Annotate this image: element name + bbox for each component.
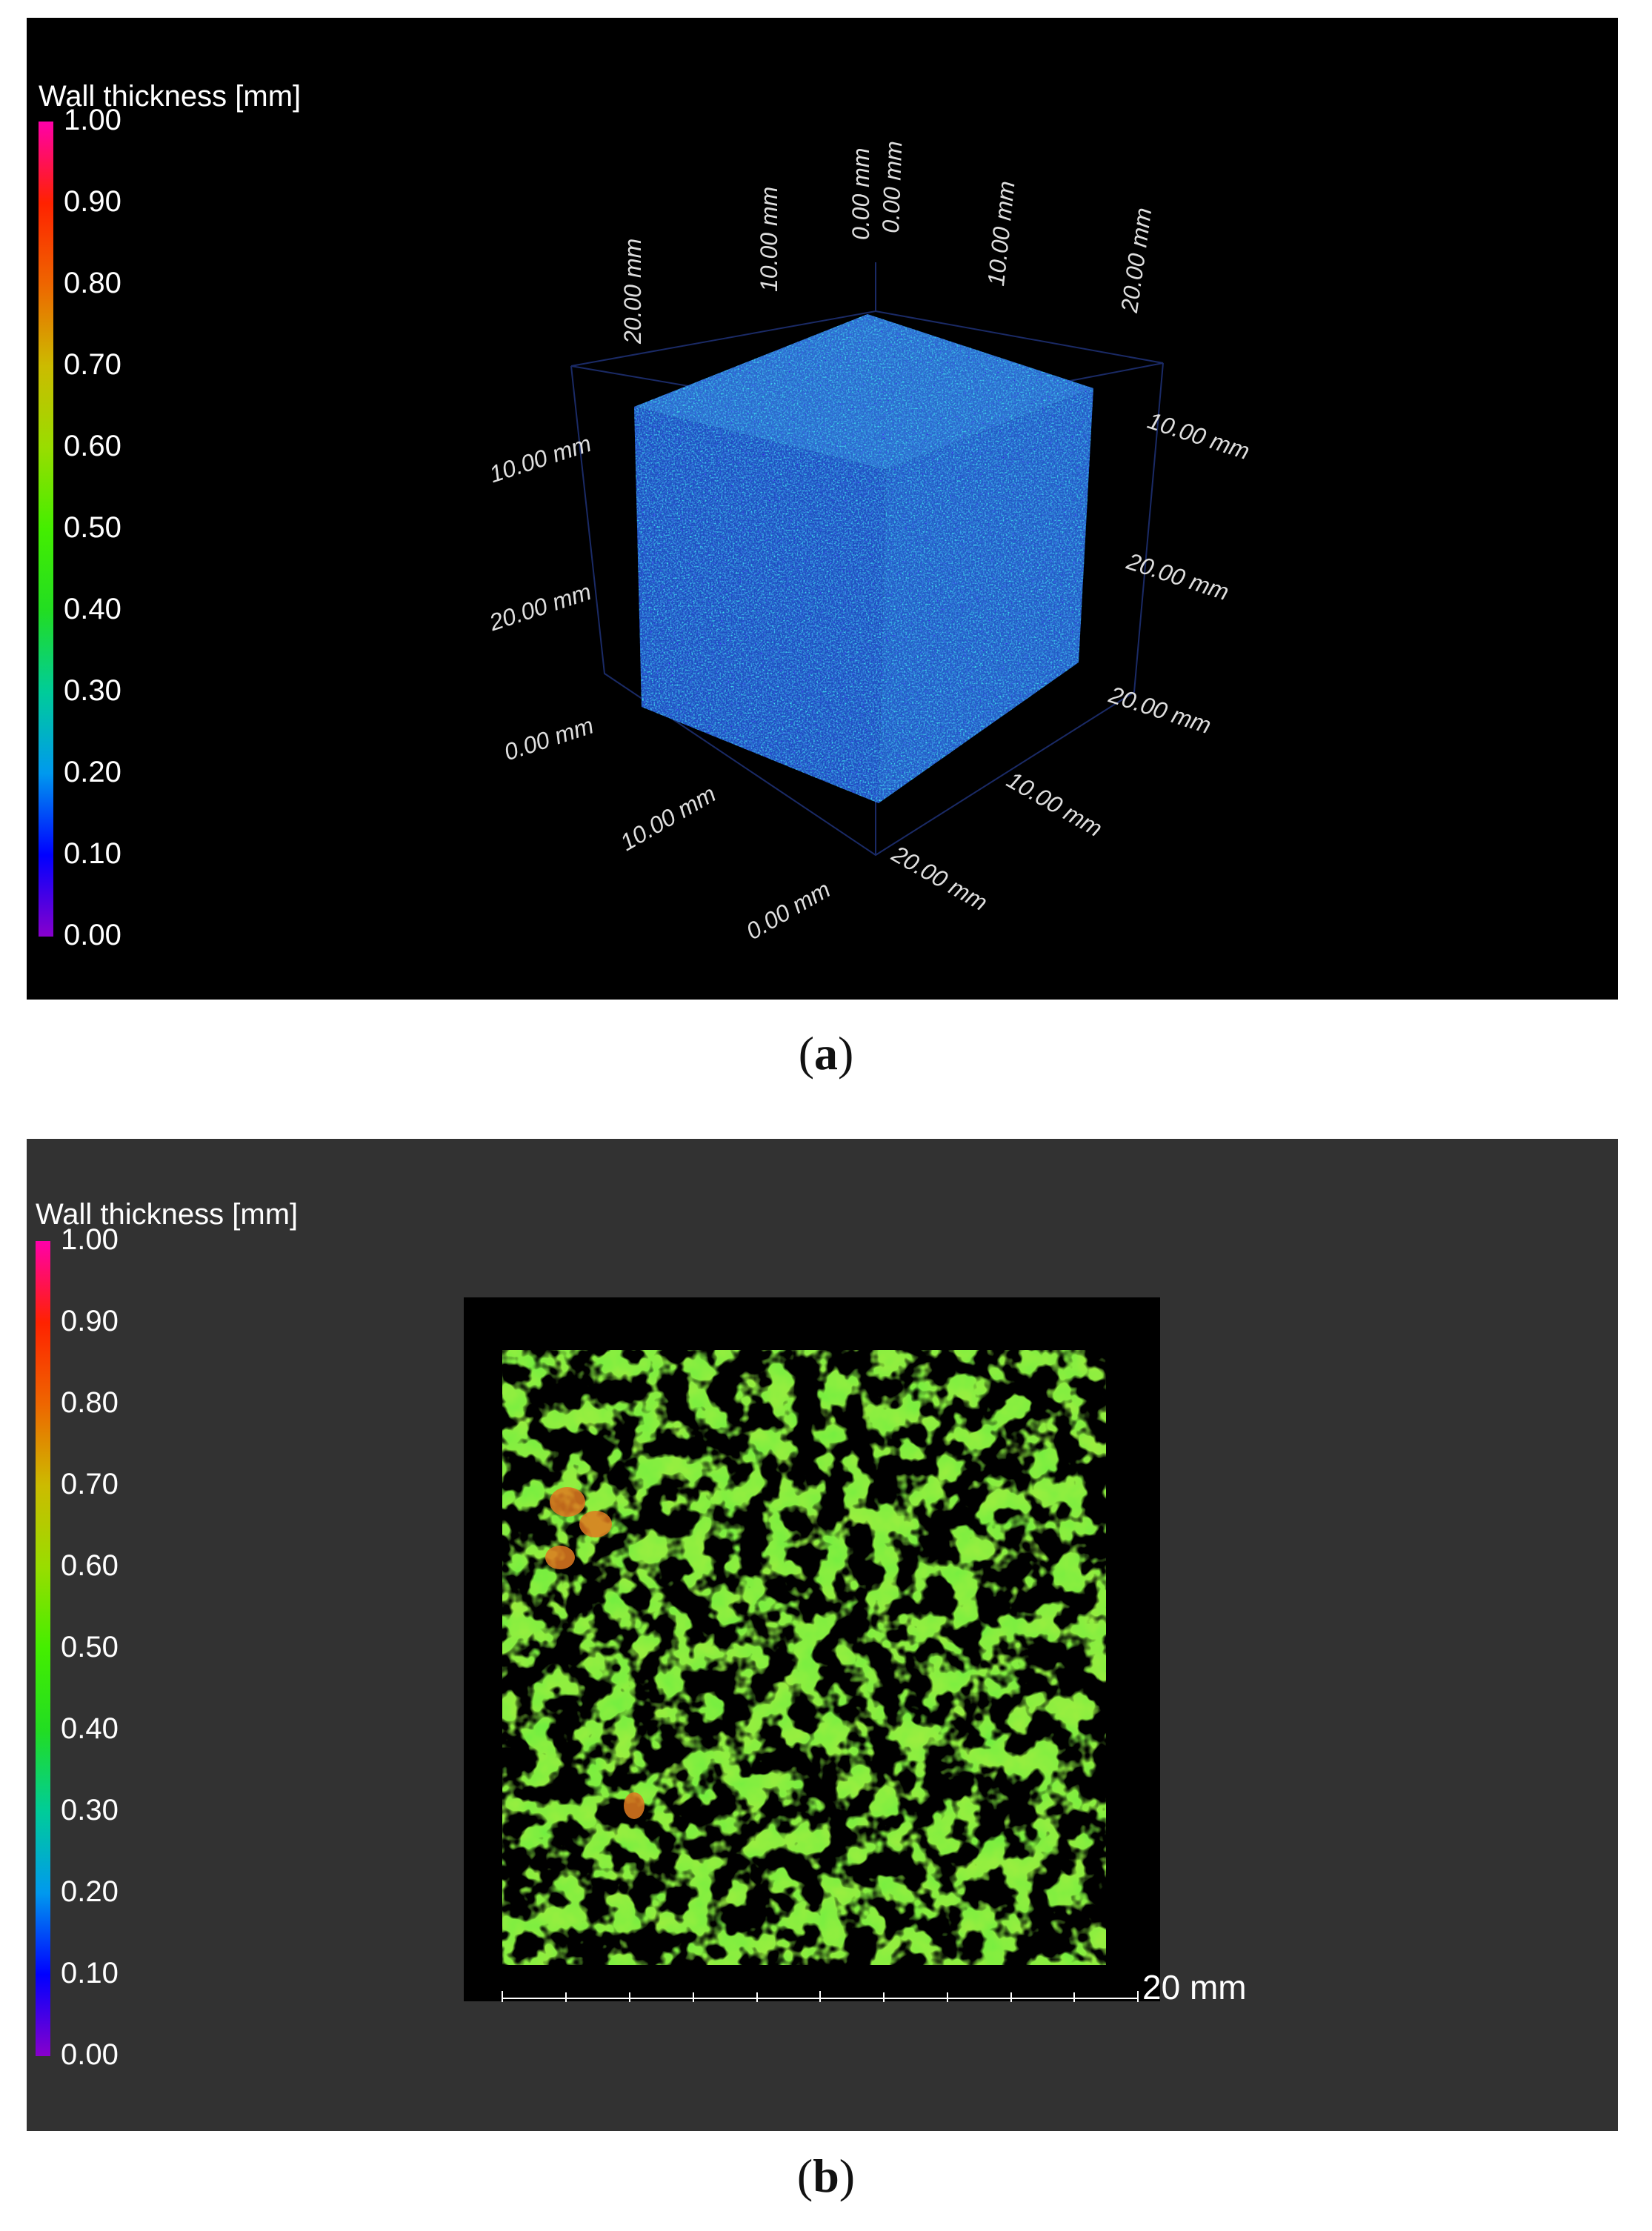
legend-tick-label: 0.40 [64, 593, 121, 625]
caption-a: (a) [798, 1027, 854, 1080]
legend-tick-label: 0.10 [64, 837, 121, 870]
legend-tick-label: 0.20 [64, 756, 121, 788]
legend-tick-label: 0.20 [61, 1875, 119, 1908]
legend-tick-label: 0.00 [64, 919, 121, 951]
legend-tick-label: 0.00 [61, 2038, 119, 2071]
legend-title: Wall thickness [mm] [39, 80, 302, 113]
legend-color-bar [39, 122, 53, 937]
foam-cube-render [570, 262, 1164, 857]
legend-tick-label: 0.50 [61, 1631, 119, 1663]
legend-tick-label: 0.60 [64, 430, 121, 462]
legend-color-bar [36, 1241, 50, 2056]
legend-title: Wall thickness [mm] [36, 1198, 299, 1231]
legend-tick-label: 1.00 [64, 104, 121, 136]
legend-tick-label: 0.80 [61, 1386, 119, 1419]
panel-a-3d-view: Wall thickness [mm] 1.00 0.90 0.80 0.70 0.60… [27, 18, 1618, 1000]
legend-tick-label: 0.30 [64, 674, 121, 707]
legend-tick-label: 0.40 [61, 1712, 119, 1745]
cube-body [634, 314, 1093, 803]
legend-tick-label: 0.50 [64, 511, 121, 544]
legend-tick-label: 0.30 [61, 1794, 119, 1826]
panel-b-slice-view: Wall thickness [mm] 1.00 0.90 0.80 0.70 0.60… [27, 1139, 1618, 2131]
scale-bar-label: 20 mm [1142, 1968, 1247, 2006]
legend-tick-label: 0.80 [64, 267, 121, 299]
axis-label: 20.00 mm [619, 238, 646, 344]
axis-label: 0.00 mm [877, 140, 907, 234]
legend-tick-label: 0.70 [61, 1468, 119, 1500]
legend-tick-label: 0.70 [64, 348, 121, 381]
legend-tick-label: 0.10 [61, 1957, 119, 1989]
foam-slice [502, 1350, 1106, 1965]
axis-label: 0.00 mm [847, 147, 874, 240]
slice-render [464, 1297, 1160, 2002]
thick-wall-spots [545, 1487, 645, 1819]
caption-b: (b) [796, 2149, 856, 2202]
legend-tick-label: 0.90 [64, 185, 121, 218]
legend-tick-label: 0.90 [61, 1305, 119, 1337]
axis-label: 10.00 mm [756, 186, 782, 292]
legend-tick-label: 1.00 [61, 1223, 119, 1256]
legend-tick-label: 0.60 [61, 1549, 119, 1582]
scale-bar [502, 1991, 1139, 2002]
